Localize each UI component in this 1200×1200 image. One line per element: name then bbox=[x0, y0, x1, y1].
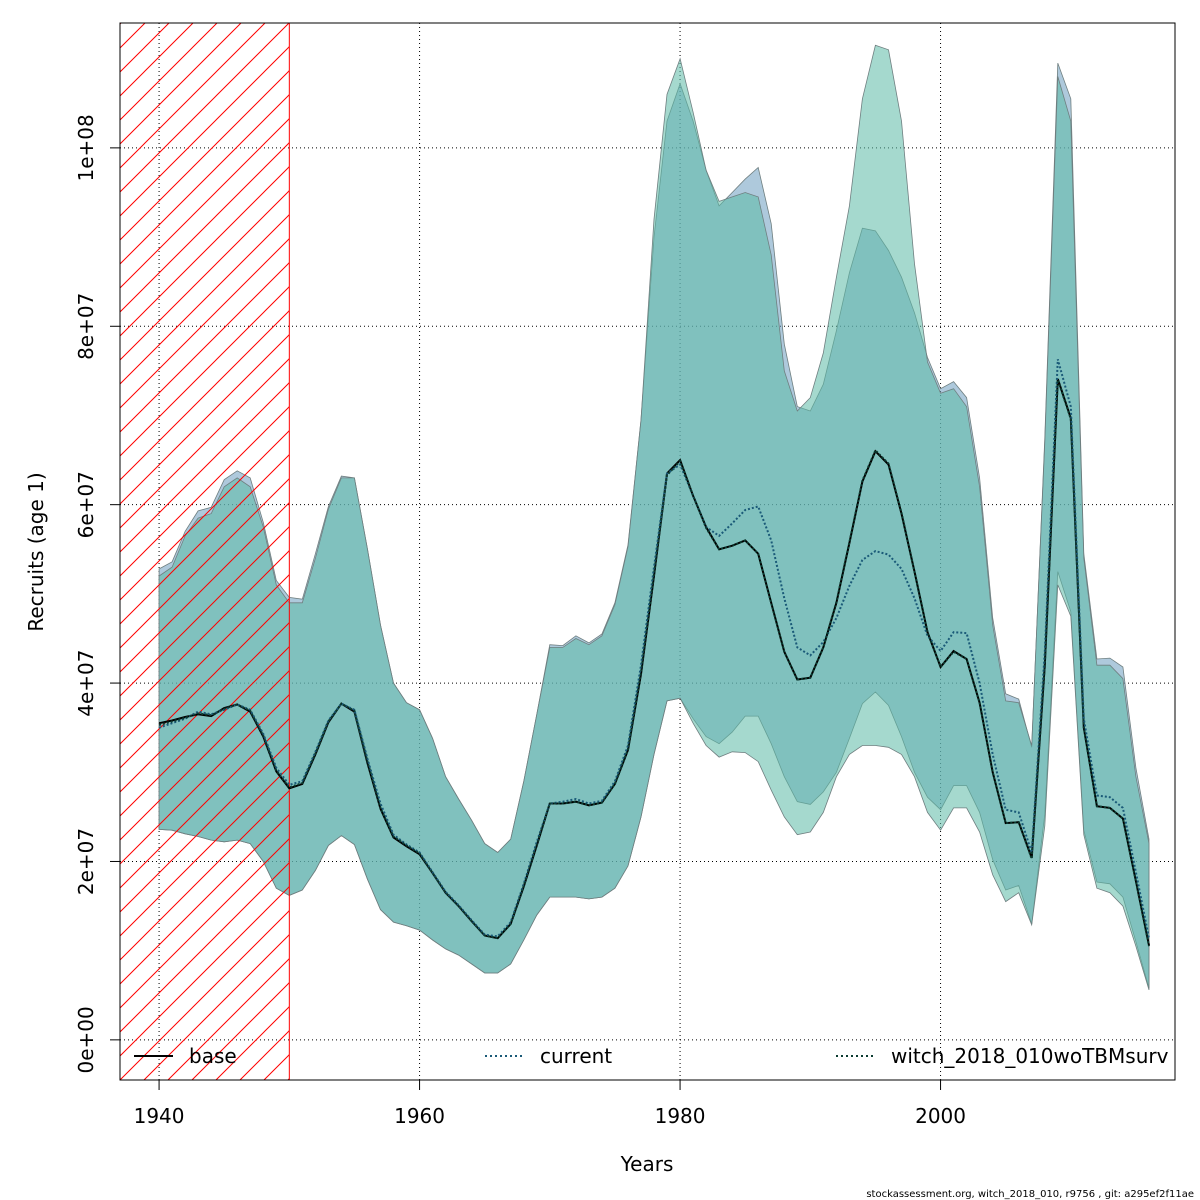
hatched-area bbox=[119, 22, 290, 1081]
y-tick-label: 6e+07 bbox=[74, 471, 98, 538]
x-axis: 1940 1960 1980 2000 bbox=[134, 1080, 966, 1128]
x-tick-label: 1980 bbox=[655, 1104, 706, 1128]
y-tick-label: 2e+07 bbox=[74, 828, 98, 895]
y-axis-title: Recruits (age 1) bbox=[24, 472, 48, 631]
hatched-region bbox=[119, 22, 290, 1081]
footer-caption: stockassessment.org, witch_2018_010, r97… bbox=[866, 1189, 1194, 1200]
plot-frame bbox=[119, 22, 1176, 1081]
y-tick-label: 1e+08 bbox=[74, 114, 98, 181]
y-tick-label: 0e+00 bbox=[74, 1006, 98, 1073]
series-lines bbox=[158, 359, 1150, 947]
line-witch_2018_010woTBMsurv bbox=[158, 379, 1150, 947]
x-tick-label: 1960 bbox=[394, 1104, 445, 1128]
x-axis-title: Years bbox=[620, 1152, 674, 1176]
y-tick-label: 8e+07 bbox=[74, 293, 98, 360]
band-witch bbox=[158, 44, 1150, 991]
confidence-bands bbox=[158, 44, 1150, 991]
y-tick-label: 4e+07 bbox=[74, 649, 98, 716]
legend: base current witch_2018_010woTBMsurv bbox=[134, 1044, 1169, 1068]
legend-label-current: current bbox=[540, 1044, 612, 1068]
x-tick-label: 2000 bbox=[915, 1104, 966, 1128]
y-axis: 0e+00 2e+07 4e+07 6e+07 8e+07 1e+08 bbox=[74, 114, 120, 1074]
legend-label-witch: witch_2018_010woTBMsurv bbox=[891, 1044, 1169, 1068]
x-tick-label: 1940 bbox=[134, 1104, 185, 1128]
legend-label-base: base bbox=[189, 1044, 237, 1068]
